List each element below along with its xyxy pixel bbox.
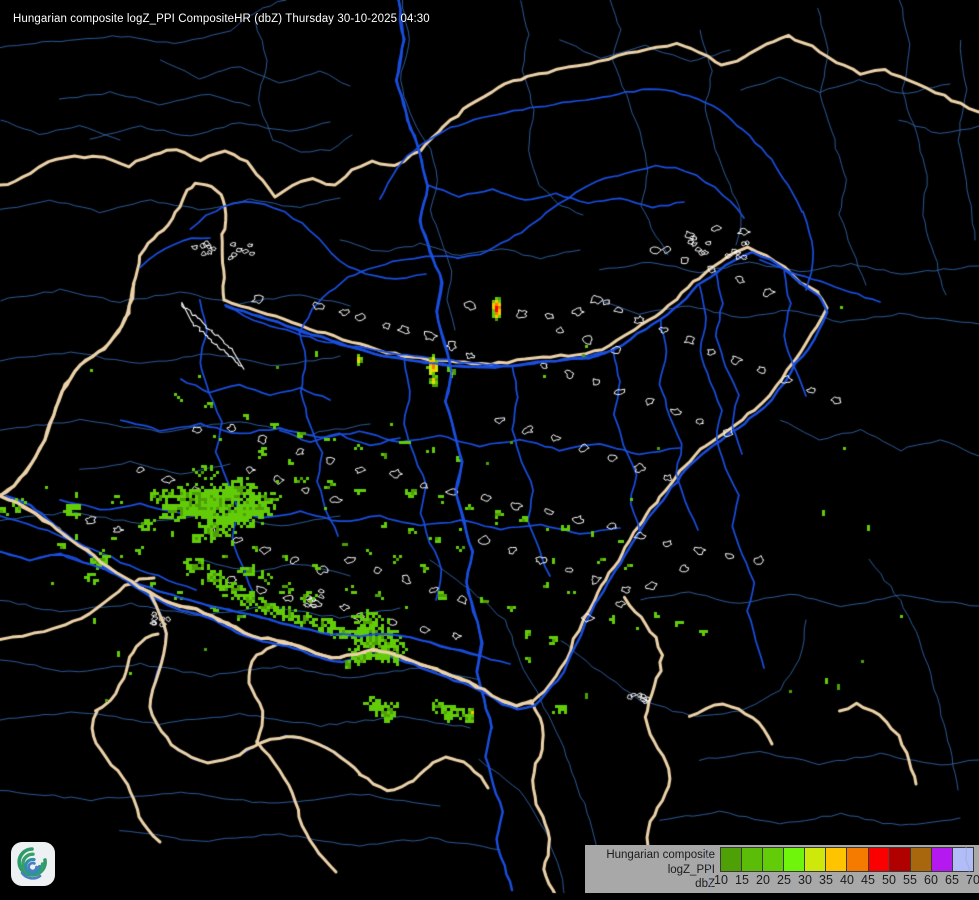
colorbar-swatch-60-65: [931, 848, 953, 871]
colorbar-tick-20: 20: [756, 873, 770, 887]
colorbar-swatch-55-60: [910, 848, 932, 871]
legend-caption-line-3: dbZ: [695, 878, 715, 890]
colorbar-swatch-25-30: [784, 848, 806, 871]
colorbar-legend: Hungarian composite logZ_PPI dbZ 10 15 20 2…: [585, 845, 979, 893]
colorbar-tick-45: 45: [861, 873, 875, 887]
colorbar-swatch-45-50: [868, 848, 890, 871]
colorbar-tick-10: 10: [714, 873, 728, 887]
legend-caption: Hungarian composite logZ_PPI dbZ: [585, 845, 719, 892]
colorbar-tick-labels: 10 15 20 25 30 35 40 45 50 55 60 65 70: [714, 872, 979, 890]
colorbar-swatch-35-40: [826, 848, 848, 871]
legend-caption-line-2: logZ_PPI: [667, 863, 715, 876]
page-title: Hungarian composite logZ_PPI CompositeHR…: [13, 13, 430, 25]
colorbar-swatch-30-35: [805, 848, 827, 871]
colorbar-tick-70: 70: [966, 873, 979, 887]
colorbar-tick-30: 30: [798, 873, 812, 887]
spiral-swirl-logo: [10, 841, 56, 887]
colorbar-swatch-10-15: [721, 848, 743, 871]
colorbar-tick-65: 65: [945, 873, 959, 887]
colorbar-swatch-40-45: [847, 848, 869, 871]
colorbar-tick-15: 15: [735, 873, 749, 887]
colorbar-tick-55: 55: [903, 873, 917, 887]
colorbar-tick-40: 40: [840, 873, 854, 887]
colorbar-tick-35: 35: [819, 873, 833, 887]
colorbar: [720, 847, 974, 872]
colorbar-swatch-20-25: [763, 848, 785, 871]
colorbar-swatch-15-20: [742, 848, 764, 871]
colorbar-tick-60: 60: [924, 873, 938, 887]
legend-scale: 10 15 20 25 30 35 40 45 50 55 60 65 70: [714, 845, 979, 890]
colorbar-swatch-50-55: [889, 848, 911, 871]
legend-caption-line-1: Hungarian composite: [606, 849, 715, 861]
colorbar-tick-50: 50: [882, 873, 896, 887]
colorbar-swatch-65-70: [952, 848, 973, 871]
colorbar-tick-25: 25: [777, 873, 791, 887]
